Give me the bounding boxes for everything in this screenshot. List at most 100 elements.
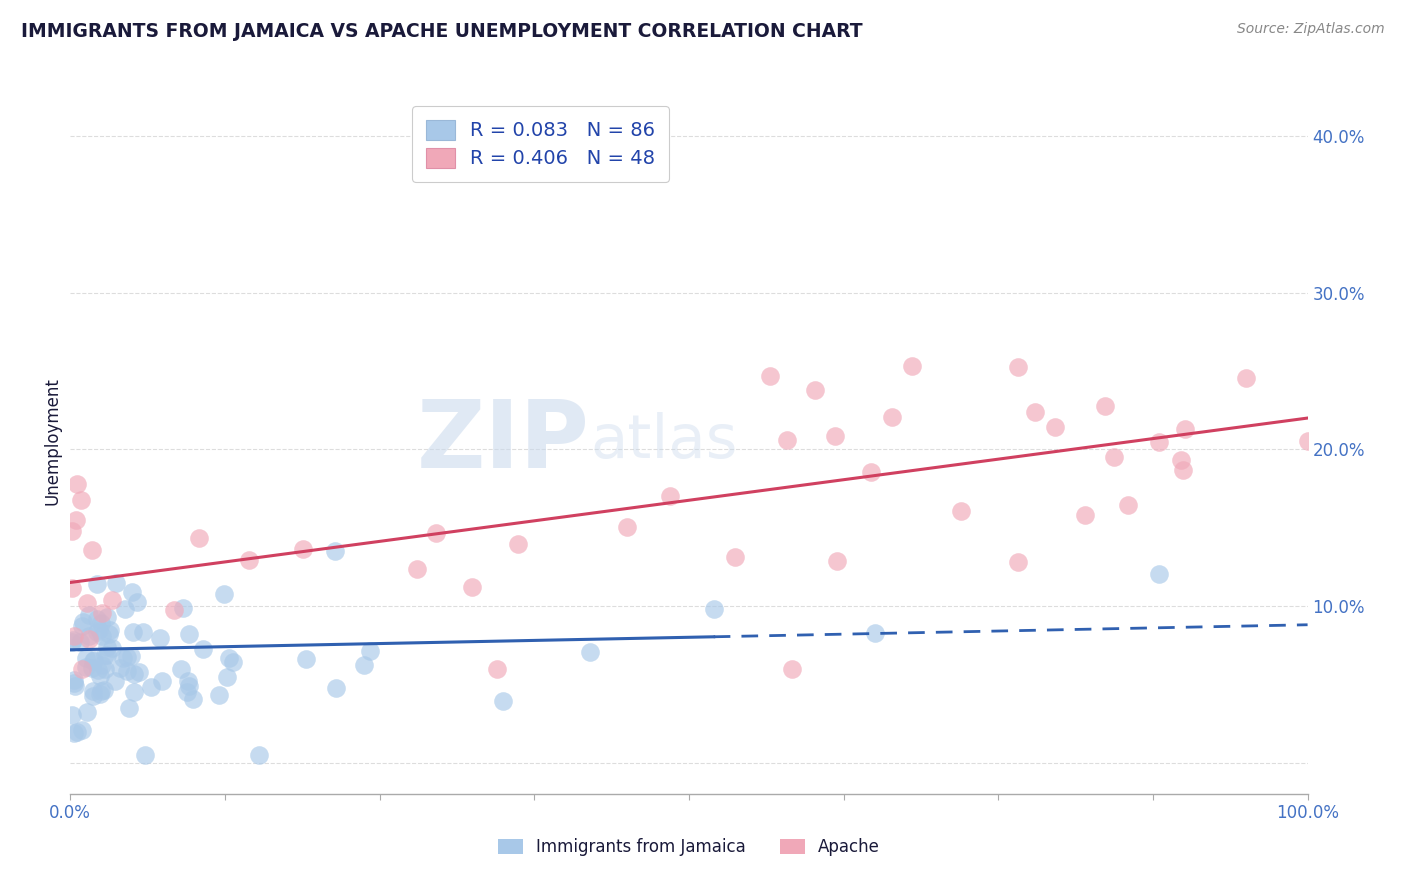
Point [169, 662, 191, 676]
Legend: Immigrants from Jamaica, Apache: Immigrants from Jamaica, Apache [492, 831, 886, 863]
Point [104, 674, 127, 689]
Point [1024, 405, 1046, 419]
Point [69, 635, 91, 649]
Point [323, 544, 346, 558]
Point [70, 492, 93, 507]
Point [80, 660, 103, 674]
Point [1094, 399, 1116, 413]
Point [62, 673, 84, 688]
Point [60, 524, 83, 538]
Point [122, 685, 145, 699]
Point [238, 552, 260, 566]
Point [115, 664, 138, 678]
Text: Source: ZipAtlas.com: Source: ZipAtlas.com [1237, 22, 1385, 37]
Point [139, 681, 162, 695]
Point [1116, 498, 1139, 512]
Point [128, 665, 150, 679]
Point [782, 662, 804, 676]
Point [880, 409, 903, 424]
Point [188, 531, 211, 545]
Point [66, 725, 89, 739]
Point [63, 629, 86, 643]
Point [86, 612, 108, 626]
Point [579, 645, 602, 659]
Point [120, 648, 142, 663]
Point [86, 576, 108, 591]
Point [176, 674, 198, 689]
Point [96, 648, 118, 663]
Point [950, 503, 973, 517]
Point [1234, 371, 1257, 385]
Point [90, 606, 112, 620]
Point [87, 623, 110, 637]
Point [90, 629, 112, 643]
Point [87, 664, 110, 678]
Point [115, 649, 138, 664]
Point [91, 658, 114, 673]
Point [77, 632, 100, 646]
Point [325, 681, 347, 695]
Point [1007, 360, 1029, 375]
Point [70, 723, 93, 738]
Point [122, 625, 145, 640]
Point [132, 624, 155, 639]
Point [214, 587, 236, 601]
Point [172, 601, 194, 615]
Point [776, 434, 799, 448]
Point [90, 616, 112, 631]
Point [292, 541, 315, 556]
Y-axis label: Unemployment: Unemployment [44, 377, 62, 506]
Point [98, 623, 121, 637]
Point [486, 662, 509, 676]
Point [118, 701, 141, 715]
Point [1147, 567, 1170, 582]
Point [134, 747, 156, 762]
Point [1173, 463, 1195, 477]
Point [63, 725, 86, 739]
Point [177, 679, 200, 693]
Point [82, 690, 104, 704]
Point [75, 651, 97, 665]
Point [96, 640, 118, 654]
Text: atlas: atlas [591, 412, 738, 471]
Point [860, 466, 883, 480]
Point [405, 562, 427, 576]
Point [76, 596, 98, 610]
Point [1174, 421, 1197, 435]
Point [659, 489, 682, 503]
Point [63, 679, 86, 693]
Point [80, 543, 103, 558]
Point [208, 688, 231, 702]
Point [176, 685, 198, 699]
Point [93, 662, 115, 676]
Point [247, 747, 270, 762]
Point [150, 673, 173, 688]
Point [101, 640, 124, 655]
Point [108, 661, 131, 675]
Point [60, 581, 83, 595]
Point [1170, 452, 1192, 467]
Point [492, 693, 515, 707]
Point [114, 602, 136, 616]
Point [76, 705, 98, 719]
Point [77, 608, 100, 623]
Point [149, 632, 172, 646]
Point [72, 615, 94, 629]
Point [62, 632, 84, 647]
Point [181, 692, 204, 706]
Point [83, 653, 105, 667]
Point [60, 708, 83, 723]
Point [222, 655, 245, 669]
Point [1045, 419, 1067, 434]
Point [218, 650, 240, 665]
Point [70, 662, 93, 676]
Point [1074, 508, 1097, 523]
Point [82, 684, 104, 698]
Point [506, 536, 529, 550]
Point [60, 634, 83, 648]
Point [97, 627, 120, 641]
Point [70, 618, 93, 632]
Point [827, 554, 849, 568]
Point [65, 513, 87, 527]
Point [900, 359, 922, 373]
